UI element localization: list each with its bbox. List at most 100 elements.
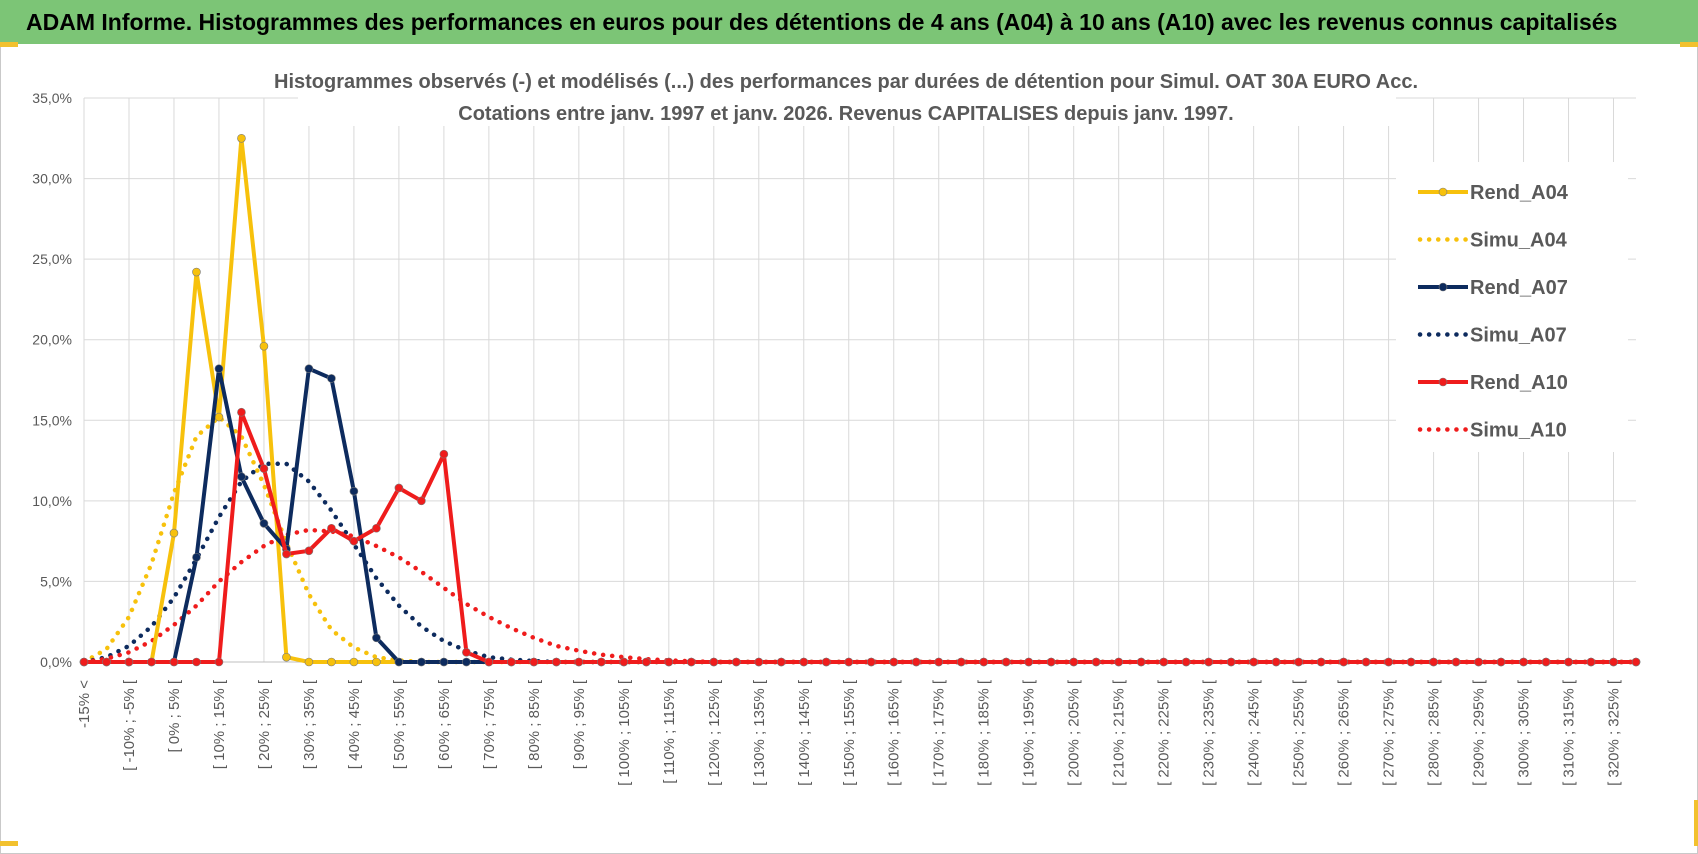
x-tick-label: [ 20% ; 25% [ (256, 679, 273, 769)
legend: Rend_A04 Simu_A04 Rend_A07 Simu_A07 Rend_A10… (1396, 162, 1628, 452)
data-point (776, 657, 786, 667)
data-point (1541, 657, 1551, 667)
y-tick-label: 0,0% (40, 654, 72, 670)
x-tick-label: [ 290% ; 295% [ (1471, 679, 1488, 786)
data-point (956, 657, 966, 667)
data-point (462, 648, 471, 657)
data-point (687, 657, 696, 667)
data-point (1339, 657, 1348, 667)
series-simu-a04 (81, 414, 1639, 665)
x-tick-label: [ 320% ; 325% [ (1606, 679, 1623, 786)
data-point (574, 657, 584, 667)
data-point (192, 552, 201, 562)
data-point (214, 364, 224, 374)
x-tick-label: [ 100% ; 105% [ (616, 679, 633, 786)
x-tick-label: [ 80% ; 85% [ (526, 679, 543, 769)
data-point (1406, 657, 1416, 667)
data-point (1474, 657, 1483, 667)
legend-background (1396, 162, 1628, 452)
x-tick-label: [ 210% ; 215% [ (1111, 679, 1128, 786)
data-point (439, 657, 449, 667)
x-tick-label: [ 30% ; 35% [ (301, 679, 318, 769)
data-point (731, 657, 741, 667)
data-point (709, 657, 719, 667)
legend-label: Simu_A07 (1470, 325, 1567, 347)
series-line (81, 414, 1639, 665)
x-tick-label: [ 300% ; 305% [ (1516, 679, 1533, 786)
data-point (237, 472, 246, 481)
legend-item-simu-a07: Simu_A07 (1417, 325, 1567, 347)
x-tick-label: [ 10% ; 15% [ (211, 679, 228, 769)
data-point (889, 657, 899, 667)
series-line (81, 461, 1639, 665)
data-point (1564, 657, 1573, 667)
x-tick-label: [ 200% ; 205% [ (1066, 679, 1083, 786)
legend-item-rend-a04: Rend_A04 (1418, 182, 1569, 204)
data-point (214, 657, 224, 667)
legend-item-rend-a10: Rend_A10 (1418, 372, 1568, 394)
data-point (102, 657, 111, 667)
legend-label: Simu_A10 (1470, 420, 1567, 442)
y-tick-label: 25,0% (32, 251, 72, 267)
x-tick-label: [ -10% ; -5% [ (121, 679, 138, 771)
y-tick-label: 35,0% (32, 90, 72, 106)
series-line (84, 410, 1636, 664)
chart-title-line-2: Cotations entre janv. 1997 et janv. 2026… (458, 103, 1233, 125)
x-tick-label: [ 60% ; 65% [ (436, 679, 453, 769)
data-point (552, 657, 561, 667)
y-axis: 0,0% 5,0% 10,0% 15,0% 20,0% 25,0% 30,0% 35,0% (32, 90, 72, 670)
x-tick-label: [ 220% ; 225% [ (1156, 679, 1173, 786)
data-point (282, 652, 291, 662)
data-point (394, 657, 404, 667)
x-tick-label: [ 50% ; 55% [ (391, 679, 408, 769)
data-point (642, 657, 651, 667)
data-point (282, 549, 291, 559)
x-tick-label: [ 180% ; 185% [ (976, 679, 993, 786)
data-point (147, 657, 156, 667)
data-point (259, 519, 269, 528)
legend-label: Rend_A07 (1470, 277, 1568, 299)
series-simu-a10 (81, 527, 1639, 665)
data-point (911, 657, 921, 667)
corner-accent-bottom-right (1694, 800, 1698, 846)
data-point (1181, 657, 1191, 667)
title-background (298, 58, 1396, 126)
data-point (79, 657, 89, 667)
legend-item-simu-a04: Simu_A04 (1417, 230, 1568, 252)
data-point (1204, 657, 1213, 667)
data-point (1631, 657, 1641, 667)
data-point (1429, 657, 1438, 667)
data-point (507, 657, 516, 667)
x-tick-label: [ 310% ; 315% [ (1561, 679, 1578, 786)
data-point (821, 657, 831, 667)
x-tick-label: [ 150% ; 155% [ (841, 679, 858, 786)
data-point (1271, 657, 1281, 667)
data-point (619, 657, 629, 667)
x-tick-label: [ 130% ; 135% [ (751, 679, 768, 786)
y-tick-label: 20,0% (32, 332, 72, 348)
data-point (1586, 657, 1596, 667)
x-tick-label: [ 40% ; 45% [ (346, 679, 363, 769)
data-point (799, 657, 809, 667)
data-point (237, 407, 246, 417)
data-point (1069, 657, 1078, 667)
report-banner: ADAM Informe. Histogrammes des performan… (0, 0, 1698, 44)
x-tick-label: [ 250% ; 255% [ (1291, 679, 1308, 786)
data-point (214, 412, 224, 422)
data-point (1249, 657, 1258, 667)
legend-marker (1438, 187, 1448, 197)
data-point (1519, 657, 1528, 667)
x-tick-label: [ 110% ; 115% [ (661, 679, 678, 784)
corner-accent-bottom-left (0, 841, 18, 846)
data-point (327, 374, 336, 383)
data-point (259, 464, 269, 473)
data-point (124, 657, 134, 667)
data-point (237, 133, 246, 143)
corner-accent-top-left (0, 42, 18, 47)
data-point (979, 657, 989, 667)
data-point (1609, 657, 1618, 667)
data-point (169, 528, 179, 538)
data-point (1316, 657, 1326, 667)
data-point (349, 486, 359, 496)
x-tick-label: -15% < (76, 680, 93, 728)
